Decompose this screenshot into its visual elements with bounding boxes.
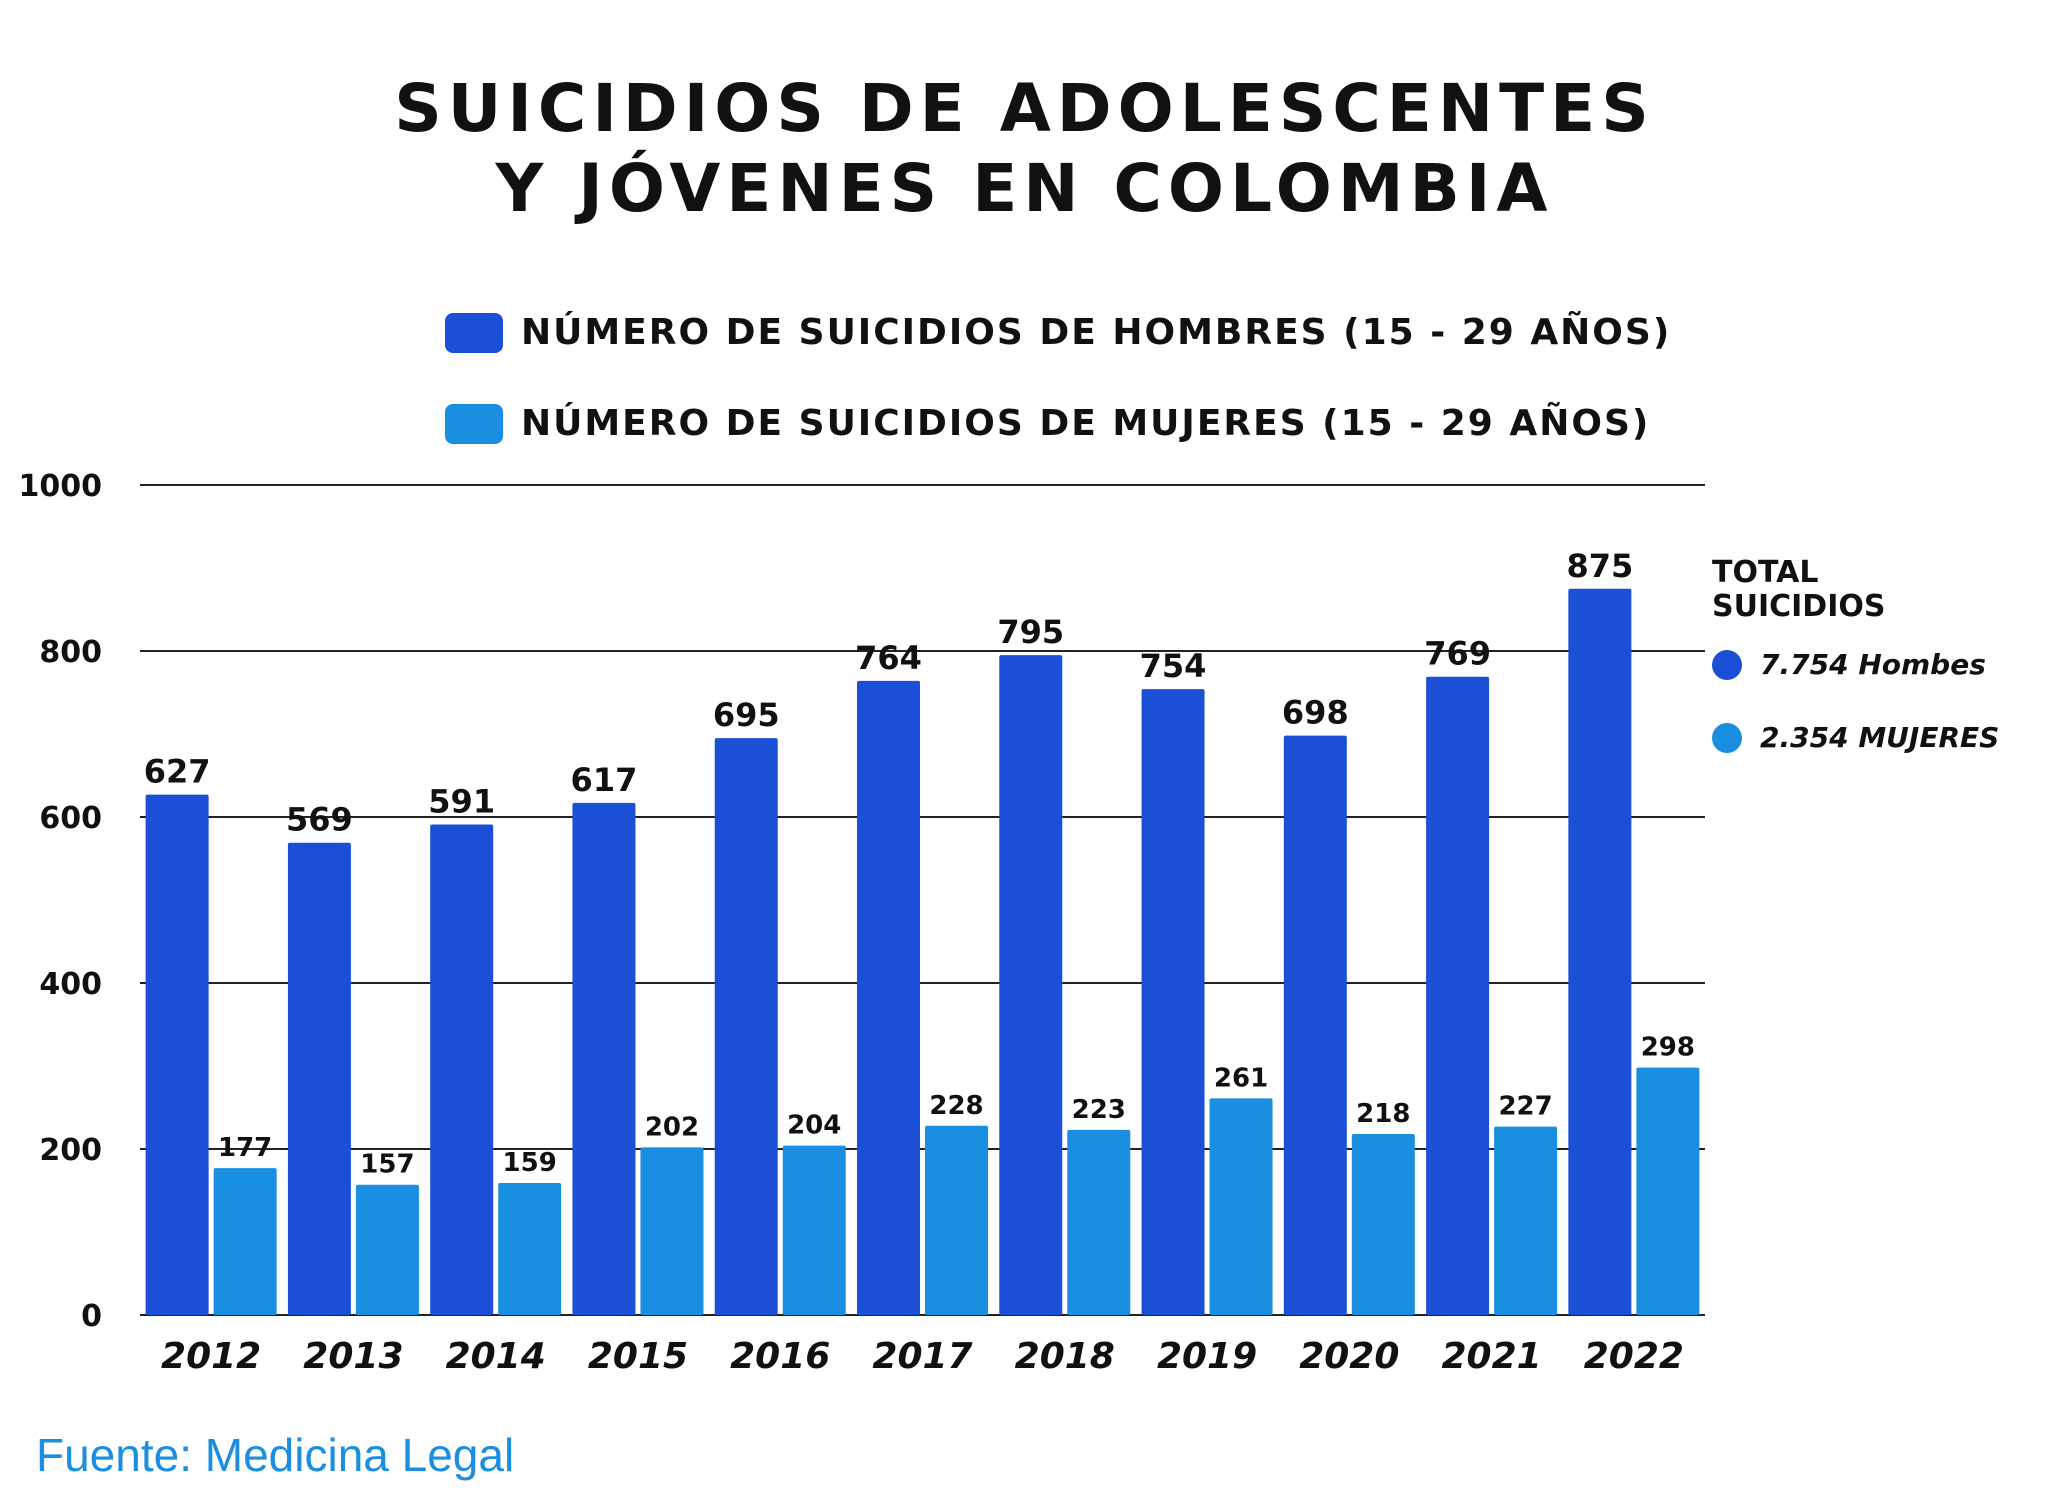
bar-women-2019	[1209, 1098, 1273, 1315]
value-labels: 627 177 569 157 591 159 617 202 695 204 764 228 795 2…	[144, 547, 1695, 1180]
x-tick-label-2016: 2016	[730, 1336, 830, 1377]
total-women-label: 2.354 MUJERES	[1760, 721, 2000, 754]
y-axis-ticks: 0 200 400 600 800 1000	[19, 469, 103, 1334]
total-women-row: 2.354 MUJERES	[1712, 721, 1999, 754]
y-tick-label-400: 400	[39, 967, 102, 1002]
bar-men-2017	[857, 680, 920, 1315]
x-tick-label-2019: 2019	[1157, 1336, 1257, 1377]
x-tick-label-2022: 2022	[1584, 1336, 1684, 1377]
legend-item-women: NÚMERO DE SUICIDIOS DE MUJERES (15 - 29 …	[445, 403, 1650, 444]
value-label-women-2013: 157	[360, 1150, 414, 1180]
bar-men-2020	[1283, 735, 1347, 1315]
bar-women-2014	[498, 1183, 562, 1315]
bar-women-2015	[640, 1147, 704, 1315]
value-label-women-2014: 159	[503, 1148, 557, 1178]
value-label-women-2020: 218	[1356, 1099, 1410, 1129]
bar-men-2019	[1141, 689, 1205, 1315]
value-label-women-2017: 228	[929, 1091, 983, 1121]
totals-panel: TOTAL SUICIDIOS 7.754 Hombes 2.354 MUJER…	[1712, 556, 1999, 794]
legend-label-women: NÚMERO DE SUICIDIOS DE MUJERES (15 - 29 …	[521, 403, 1651, 444]
bar-men-2013	[287, 842, 351, 1315]
x-tick-label-2021: 2021	[1441, 1336, 1541, 1377]
source-note: Fuente: Medicina Legal	[36, 1429, 515, 1481]
bar-women-2012	[213, 1168, 277, 1315]
value-label-men-2016: 695	[713, 696, 780, 734]
value-label-women-2022: 298	[1641, 1033, 1695, 1063]
y-tick-label-800: 800	[39, 635, 102, 670]
value-label-women-2016: 204	[787, 1111, 841, 1141]
total-men-dot	[1712, 649, 1742, 680]
y-tick-label-0: 0	[81, 1299, 102, 1334]
value-label-women-2021: 227	[1498, 1092, 1552, 1122]
x-tick-label-2017: 2017	[872, 1336, 972, 1377]
value-label-men-2013: 569	[286, 801, 353, 839]
value-label-men-2012: 627	[144, 753, 211, 791]
value-label-women-2018: 223	[1072, 1095, 1126, 1125]
value-label-men-2020: 698	[1282, 694, 1349, 732]
bar-men-2016	[714, 738, 778, 1315]
legend-item-men: NÚMERO DE SUICIDIOS DE HOMBRES (15 - 29 …	[445, 312, 1671, 353]
value-label-men-2018: 795	[997, 613, 1064, 651]
bar-women-2013	[355, 1184, 419, 1315]
x-tick-label-2015: 2015	[588, 1336, 688, 1377]
x-tick-label-2012: 2012	[161, 1336, 261, 1377]
x-axis-ticks: 2012 2013 2014 2015 2016 2017 2018 2019 2020 2021…	[161, 1336, 1684, 1377]
bar-women-2022	[1636, 1067, 1700, 1315]
total-women-dot	[1712, 722, 1742, 753]
legend-swatch-men	[445, 312, 503, 353]
bar-women-2016	[782, 1145, 846, 1315]
value-label-men-2021: 769	[1424, 635, 1491, 673]
bar-women-2018	[1067, 1129, 1131, 1315]
value-label-women-2019: 261	[1214, 1063, 1268, 1093]
bar-men-2014	[430, 824, 494, 1315]
total-men-row: 7.754 Hombes	[1712, 648, 1999, 681]
value-label-men-2014: 591	[428, 782, 495, 820]
bar-women-2021	[1494, 1126, 1558, 1315]
value-label-men-2022: 875	[1566, 547, 1633, 585]
bar-men-2015	[572, 802, 636, 1315]
bar-women-2020	[1351, 1134, 1415, 1315]
x-tick-label-2018: 2018	[1015, 1336, 1115, 1377]
x-tick-label-2013: 2013	[303, 1336, 403, 1377]
chart-title-line-2: Y JÓVENES EN COLOMBIA	[495, 150, 1554, 227]
bars	[145, 588, 1700, 1315]
value-label-men-2015: 617	[571, 761, 638, 799]
bar-men-2018	[999, 655, 1063, 1315]
value-label-men-2017: 764	[855, 639, 922, 677]
y-tick-label-600: 600	[39, 801, 102, 836]
bar-men-2021	[1426, 676, 1490, 1315]
bar-men-2022	[1568, 588, 1632, 1315]
bar-women-2017	[925, 1125, 988, 1315]
y-tick-label-1000: 1000	[19, 469, 103, 504]
y-tick-label-200: 200	[39, 1133, 102, 1168]
legend-label-men: NÚMERO DE SUICIDIOS DE HOMBRES (15 - 29 …	[521, 312, 1672, 353]
value-label-women-2015: 202	[645, 1112, 699, 1142]
total-men-label: 7.754 Hombes	[1760, 648, 1986, 681]
value-label-men-2019: 754	[1140, 647, 1207, 685]
x-tick-label-2020: 2020	[1299, 1336, 1399, 1377]
x-tick-label-2014: 2014	[446, 1336, 546, 1377]
legend-swatch-women	[445, 403, 503, 444]
totals-title: TOTAL SUICIDIOS	[1712, 555, 1886, 624]
bar-men-2012	[145, 794, 209, 1315]
value-label-women-2012: 177	[218, 1133, 272, 1163]
chart-title-line-1: SUICIDIOS DE ADOLESCENTES	[394, 70, 1655, 147]
